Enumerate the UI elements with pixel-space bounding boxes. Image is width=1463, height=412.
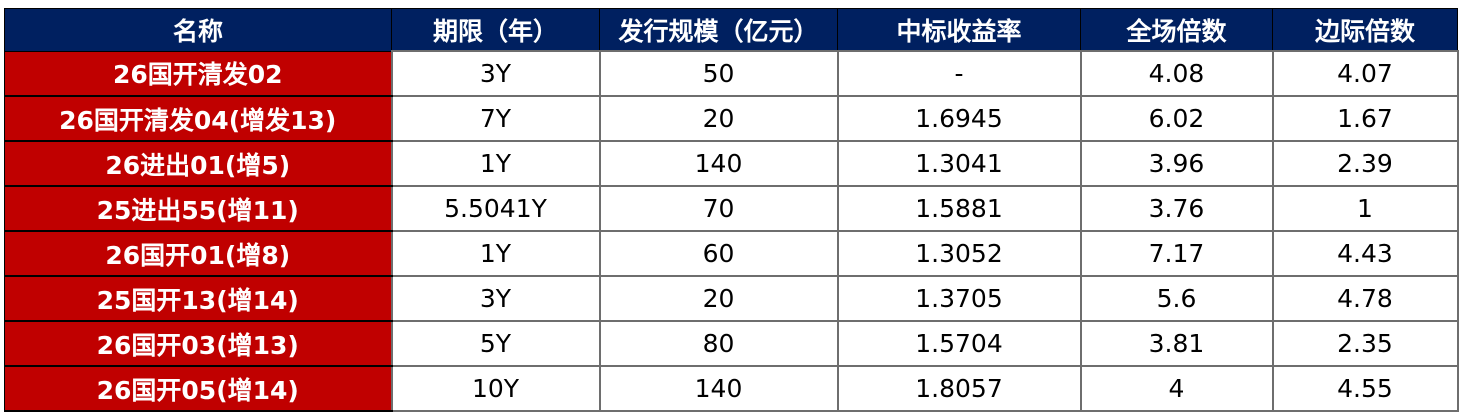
table-row: 26国开01(增8) 1Y 60 1.3052 7.17 4.43 [4,230,1459,277]
header-row: 名称 期限（年） 发行规模（亿元） 中标收益率 全场倍数 边际倍数 [4,8,1458,52]
cell-term: 3Y [390,50,601,97]
cell-winning-yield: 1.6945 [836,95,1082,142]
cell-issue-size: 140 [598,365,839,412]
cell-winning-yield: 1.5704 [836,320,1082,367]
cell-total-multiple: 5.6 [1079,275,1274,322]
cell-bond-name: 26国开清发02 [4,50,392,97]
cell-total-multiple: 3.76 [1079,185,1274,232]
cell-term: 10Y [390,365,601,412]
cell-marginal-multiple: 4.07 [1271,50,1459,97]
cell-marginal-multiple: 4.55 [1271,365,1459,412]
cell-bond-name: 26国开清发04(增发13) [4,95,392,142]
cell-total-multiple: 4 [1079,365,1274,412]
cell-bond-name: 25进出55(增11) [4,185,392,232]
cell-winning-yield: 1.3705 [836,275,1082,322]
cell-term: 7Y [390,95,601,142]
table-row: 26国开03(增13) 5Y 80 1.5704 3.81 2.35 [4,320,1459,367]
cell-winning-yield: 1.8057 [836,365,1082,412]
cell-bond-name: 26国开05(增14) [4,365,392,412]
table-row: 25国开13(增14) 3Y 20 1.3705 5.6 4.78 [4,275,1459,322]
table-row: 26进出01(增5) 1Y 140 1.3041 3.96 2.39 [4,140,1459,187]
cell-marginal-multiple: 2.39 [1271,140,1459,187]
header-term: 期限（年） [391,8,600,52]
cell-issue-size: 20 [598,275,839,322]
cell-marginal-multiple: 4.78 [1271,275,1459,322]
cell-bond-name: 25国开13(增14) [4,275,392,322]
header-total-multiple: 全场倍数 [1080,8,1273,52]
table-row: 26国开05(增14) 10Y 140 1.8057 4 4.55 [4,365,1459,412]
cell-total-multiple: 6.02 [1079,95,1274,142]
cell-term: 5Y [390,320,601,367]
cell-marginal-multiple: 1.67 [1271,95,1459,142]
cell-winning-yield: 1.3041 [836,140,1082,187]
header-winning-yield: 中标收益率 [837,8,1081,52]
header-name: 名称 [4,8,392,52]
cell-total-multiple: 3.96 [1079,140,1274,187]
cell-term: 1Y [390,140,601,187]
cell-term: 1Y [390,230,601,277]
cell-winning-yield: 1.5881 [836,185,1082,232]
cell-issue-size: 50 [598,50,839,97]
cell-issue-size: 80 [598,320,839,367]
cell-term: 5.5041Y [390,185,601,232]
cell-bond-name: 26国开03(增13) [4,320,392,367]
cell-bond-name: 26国开01(增8) [4,230,392,277]
header-issue-size: 发行规模（亿元） [599,8,838,52]
cell-issue-size: 60 [598,230,839,277]
table-row: 25进出55(增11) 5.5041Y 70 1.5881 3.76 1 [4,185,1459,232]
cell-issue-size: 20 [598,95,839,142]
cell-marginal-multiple: 4.43 [1271,230,1459,277]
cell-bond-name: 26进出01(增5) [4,140,392,187]
cell-winning-yield: 1.3052 [836,230,1082,277]
header-marginal-multiple: 边际倍数 [1272,8,1458,52]
cell-term: 3Y [390,275,601,322]
cell-total-multiple: 7.17 [1079,230,1274,277]
cell-issue-size: 140 [598,140,839,187]
cell-marginal-multiple: 1 [1271,185,1459,232]
cell-winning-yield: - [836,50,1082,97]
table-row: 26国开清发02 3Y 50-4.08 4.07 [4,50,1459,97]
cell-total-multiple: 4.08 [1079,50,1274,97]
table-row: 26国开清发04(增发13) 7Y 20 1.6945 6.02 1.67 [4,95,1459,142]
bond-auction-table: 名称 期限（年） 发行规模（亿元） 中标收益率 全场倍数 边际倍数 26国开清发… [4,8,1459,412]
cell-marginal-multiple: 2.35 [1271,320,1459,367]
cell-total-multiple: 3.81 [1079,320,1274,367]
cell-issue-size: 70 [598,185,839,232]
